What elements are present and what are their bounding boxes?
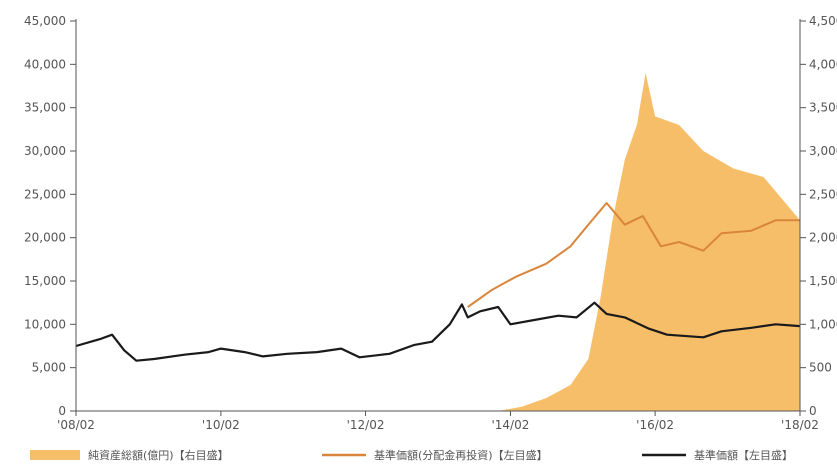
x-tick-label: '16/02 <box>636 418 674 432</box>
left-tick-label: 10,000 <box>24 317 66 331</box>
right-tick-label: 3,000 <box>809 144 837 158</box>
right-tick-label: 2,000 <box>809 231 837 245</box>
right-tick-label: 4,500 <box>809 14 837 28</box>
left-tick-label: 35,000 <box>24 101 66 115</box>
right-tick-label: 500 <box>809 361 832 375</box>
series-line-nav <box>75 301 801 362</box>
plot-area <box>75 73 801 411</box>
right-tick-label: 1,500 <box>809 274 837 288</box>
x-tick-label: '10/02 <box>202 418 240 432</box>
left-tick-label: 30,000 <box>24 144 66 158</box>
right-tick-label: 2,500 <box>809 187 837 201</box>
x-tick-label: '08/02 <box>57 418 95 432</box>
legend-label: 基準価額【左目盛】 <box>694 448 793 462</box>
left-tick-label: 25,000 <box>24 187 66 201</box>
left-tick-label: 20,000 <box>24 231 66 245</box>
left-tick-label: 0 <box>58 404 66 418</box>
right-tick-label: 0 <box>809 404 817 418</box>
right-tick-label: 4,000 <box>809 57 837 71</box>
x-tick-label: '18/02 <box>781 418 819 432</box>
legend-label: 純資産総額(億円)【右目盛】 <box>88 448 229 462</box>
x-tick-label: '14/02 <box>491 418 529 432</box>
right-tick-label: 1,000 <box>809 317 837 331</box>
right-tick-label: 3,500 <box>809 101 837 115</box>
left-tick-label: 15,000 <box>24 274 66 288</box>
left-tick-label: 45,000 <box>24 14 66 28</box>
axes: 45,000 40,000 35,000 30,000 25,000 20,000 15,0… <box>24 14 837 432</box>
legend-label: 基準価額(分配金再投資)【左目盛】 <box>374 448 548 462</box>
series-line-nav-reinvested <box>467 202 800 308</box>
legend: 純資産総額(億円)【右目盛】 基準価額(分配金再投資)【左目盛】 基準価額【左目盛】 <box>30 448 793 462</box>
left-tick-label: 5,000 <box>32 361 66 375</box>
x-tick-label: '12/02 <box>347 418 385 432</box>
legend-swatch-area <box>30 450 80 460</box>
left-tick-label: 40,000 <box>24 57 66 71</box>
series-area-net-assets <box>498 73 800 411</box>
